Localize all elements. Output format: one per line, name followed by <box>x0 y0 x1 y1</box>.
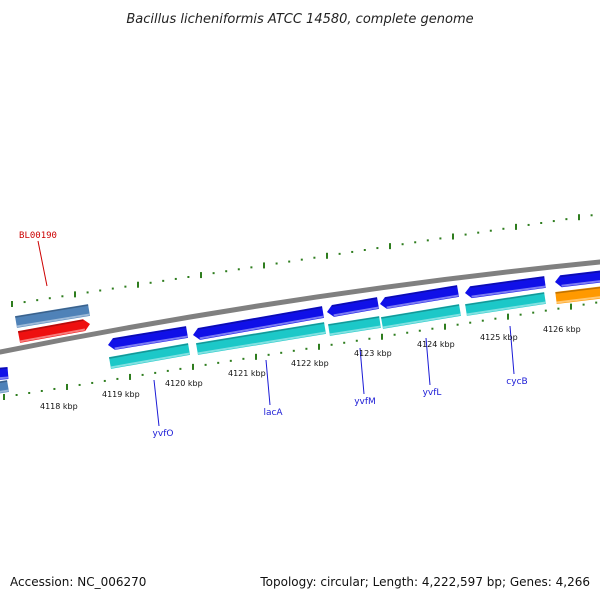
gene-arrow[interactable] <box>15 304 90 328</box>
genome-title: Bacillus licheniformis ATCC 14580, compl… <box>126 12 473 27</box>
label-leader-line <box>265 359 271 406</box>
position-label: 4124 kbp <box>417 340 455 349</box>
label-leader-line <box>37 240 48 287</box>
feature-labels: 4118 kbp 4119 kbp 4120 kbp 4121 kbp 4122 kbp… <box>19 231 581 439</box>
label-leader-line <box>509 325 515 375</box>
cds-block[interactable] <box>328 316 381 336</box>
gene-arrow-BL00190[interactable] <box>17 319 90 343</box>
cds-block[interactable] <box>0 380 9 394</box>
gene-arrow-yvfL[interactable] <box>380 285 459 309</box>
position-label: 4121 kbp <box>228 369 266 378</box>
position-label: 4126 kbp <box>543 325 581 334</box>
accession-text: Accession: NC_006270 <box>10 575 146 589</box>
gene-label-yvfM[interactable]: yvfM <box>354 397 376 407</box>
genome-backbone <box>0 259 600 355</box>
label-leader-line <box>359 347 365 395</box>
gene-label-BL00190[interactable]: BL00190 <box>19 231 57 241</box>
gene-label-lacA[interactable]: lacA <box>263 408 283 418</box>
gene-arrow-yvfM[interactable] <box>327 297 379 317</box>
position-label: 4123 kbp <box>354 349 392 358</box>
gene-arrow-cycB[interactable] <box>465 276 546 299</box>
label-leader-line <box>153 379 160 427</box>
cds-block[interactable] <box>555 286 600 304</box>
gene-label-yvfO[interactable]: yvfO <box>153 429 174 439</box>
gene-label-cycB[interactable]: cycB <box>506 377 527 387</box>
topology-summary: Topology: circular; Length: 4,222,597 bp… <box>259 575 590 589</box>
position-label: 4119 kbp <box>102 390 140 399</box>
position-label: 4122 kbp <box>291 359 329 368</box>
gene-arrow[interactable] <box>108 326 188 350</box>
position-ticks <box>3 214 598 400</box>
feature-track <box>0 270 600 394</box>
cds-block[interactable] <box>196 322 326 355</box>
position-label: 4125 kbp <box>480 333 518 342</box>
position-label: 4120 kbp <box>165 379 203 388</box>
cds-block[interactable] <box>108 343 190 369</box>
gene-arrow[interactable] <box>0 367 9 380</box>
position-label: 4118 kbp <box>40 402 78 411</box>
cds-block[interactable] <box>465 292 546 316</box>
gene-label-yvfL[interactable]: yvfL <box>423 388 442 398</box>
label-leaders <box>37 240 515 427</box>
label-leader-line <box>425 337 431 386</box>
gene-arrow[interactable] <box>555 270 600 288</box>
cds-block[interactable] <box>381 304 461 329</box>
gene-arrow-lacA[interactable] <box>193 306 324 340</box>
